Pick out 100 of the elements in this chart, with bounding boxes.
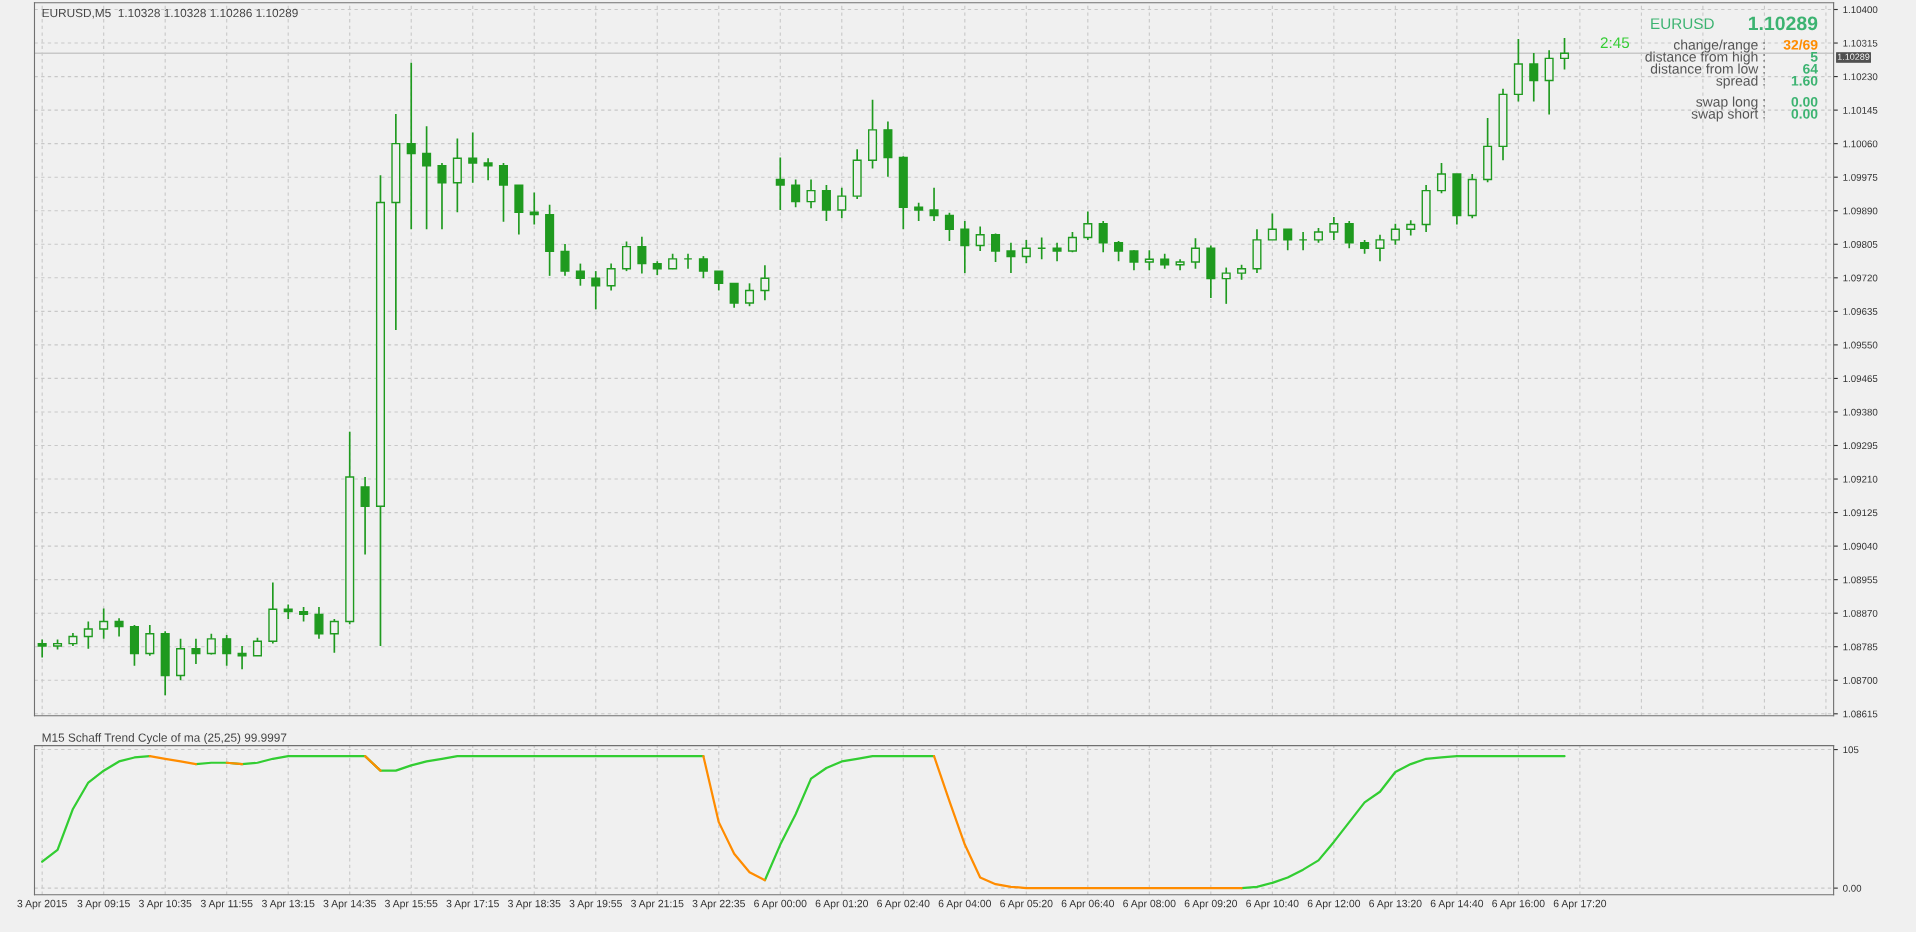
candlestick — [1267, 212, 1277, 241]
y-tick-label: 1.09380 — [1843, 408, 1878, 416]
ref-line-label: 1.10289 — [1837, 53, 1870, 60]
y-tick-label: 1.08955 — [1843, 576, 1878, 584]
candlestick — [222, 634, 232, 667]
x-tick-label: 3 Apr 09:15 — [77, 899, 130, 910]
candlestick — [744, 282, 755, 308]
candlestick — [621, 240, 632, 272]
candlestick — [575, 262, 585, 287]
x-tick-label: 3 Apr 10:35 — [138, 899, 192, 910]
candlestick — [775, 156, 785, 211]
candlestick — [1390, 222, 1400, 246]
x-tick-label: 3 Apr 19:55 — [569, 899, 622, 910]
y-tick-label: 1.09210 — [1843, 475, 1878, 483]
y-tick-label: 1.10230 — [1843, 73, 1878, 81]
candlestick — [975, 225, 985, 252]
candlestick — [1129, 249, 1139, 272]
candlestick — [929, 187, 939, 222]
y-tick-label: 1.09040 — [1843, 542, 1878, 550]
y-tick-label: 1.09890 — [1843, 207, 1878, 215]
x-tick-label: 6 Apr 04:00 — [938, 899, 992, 910]
candlestick — [1283, 228, 1293, 252]
candlestick — [99, 607, 109, 640]
x-tick-label: 3 Apr 15:55 — [384, 899, 438, 910]
annotation: 5 — [1810, 52, 1818, 62]
candlestick — [191, 638, 201, 665]
y-tick-label: 1.10145 — [1843, 106, 1878, 114]
candlestick — [1021, 239, 1031, 265]
y-tick-label: 1.10400 — [1843, 6, 1878, 14]
x-tick-label: 6 Apr 06:40 — [1061, 899, 1115, 910]
candlestick — [1006, 241, 1016, 274]
candlestick — [206, 632, 216, 656]
candlestick — [1144, 249, 1154, 272]
candlestick — [145, 624, 155, 657]
x-tick-label: 3 Apr 14:35 — [323, 899, 376, 910]
annotation: distance from low : — [1650, 63, 1765, 74]
candlestick — [1436, 162, 1447, 195]
x-tick-label: 6 Apr 09:20 — [1184, 899, 1238, 910]
x-tick-label: 6 Apr 01:20 — [815, 899, 869, 910]
candlestick — [1375, 233, 1385, 263]
candlestick — [806, 178, 816, 210]
candlestick — [606, 262, 616, 292]
candlestick — [1544, 49, 1554, 116]
x-tick-label: 3 Apr 11:55 — [200, 899, 253, 910]
candlestick — [1052, 241, 1062, 263]
x-tick-label: 3 Apr 13:15 — [261, 899, 315, 910]
y-tick-label: 1.09465 — [1843, 375, 1878, 383]
candlestick — [252, 636, 262, 657]
annotation: swap short : — [1691, 108, 1765, 122]
x-tick-label: 6 Apr 14:40 — [1430, 899, 1484, 910]
candlestick — [1221, 266, 1231, 305]
x-tick-label: 6 Apr 02:40 — [877, 899, 930, 910]
annotation: 0.00 — [1791, 108, 1818, 119]
candlestick — [1344, 220, 1354, 250]
candlestick — [314, 606, 324, 640]
y-tick-label: 0.00 — [1843, 884, 1862, 892]
candlestick — [83, 620, 93, 650]
annotation: 64 — [1803, 63, 1818, 74]
candlestick — [1329, 216, 1339, 241]
annotation: 1.60 — [1791, 75, 1818, 86]
candlestick — [637, 235, 647, 275]
y-tick-label: 1.10315 — [1843, 39, 1878, 47]
x-tick-label: 6 Apr 00:00 — [754, 899, 807, 910]
annotation: 2:45 — [1600, 37, 1630, 49]
annotation: 32/69 — [1783, 39, 1818, 50]
annotation: EURUSD — [1651, 18, 1714, 30]
annotation: swap long : — [1696, 96, 1765, 110]
y-tick-label: 1.09295 — [1843, 442, 1878, 450]
candlestick — [960, 220, 970, 274]
y-tick-label: 1.10060 — [1843, 140, 1878, 148]
candlestick — [914, 202, 924, 222]
x-tick-label: 3 Apr 18:35 — [508, 899, 561, 910]
y-tick-label: 1.08700 — [1843, 677, 1878, 684]
candlestick — [991, 232, 1001, 263]
y-tick-label: 1.09720 — [1843, 274, 1878, 282]
y-tick-label: 1.08870 — [1843, 609, 1878, 617]
y-tick-label: 1.09635 — [1843, 308, 1878, 315]
candlestick — [944, 211, 954, 242]
candlestick — [1559, 37, 1570, 71]
annotation: 0.00 — [1791, 96, 1818, 107]
y-tick-label: 1.09125 — [1843, 509, 1878, 517]
annotation: spread : — [1716, 75, 1765, 89]
candlestick — [1083, 210, 1093, 241]
candlestick — [468, 131, 478, 184]
candlestick — [483, 157, 493, 182]
candlestick — [360, 476, 370, 556]
candlestick — [329, 618, 339, 654]
candlestick — [821, 184, 831, 222]
candlestick — [422, 125, 432, 231]
x-tick-label: 3 Apr 22:35 — [692, 899, 745, 910]
y-tick-label: 1.09550 — [1843, 341, 1878, 349]
annotation: 1.10289 — [1748, 16, 1818, 31]
candlestick — [1529, 52, 1539, 103]
x-tick-label: 6 Apr 13:20 — [1369, 899, 1422, 910]
chart-title: M15 Schaff Trend Cycle of ma (25,25) 99.9997 — [42, 733, 287, 745]
candlestick — [591, 270, 601, 311]
candlestick — [1114, 240, 1124, 263]
candlestick — [560, 243, 570, 277]
candlestick — [791, 178, 801, 209]
y-tick-label: 105 — [1843, 746, 1859, 754]
